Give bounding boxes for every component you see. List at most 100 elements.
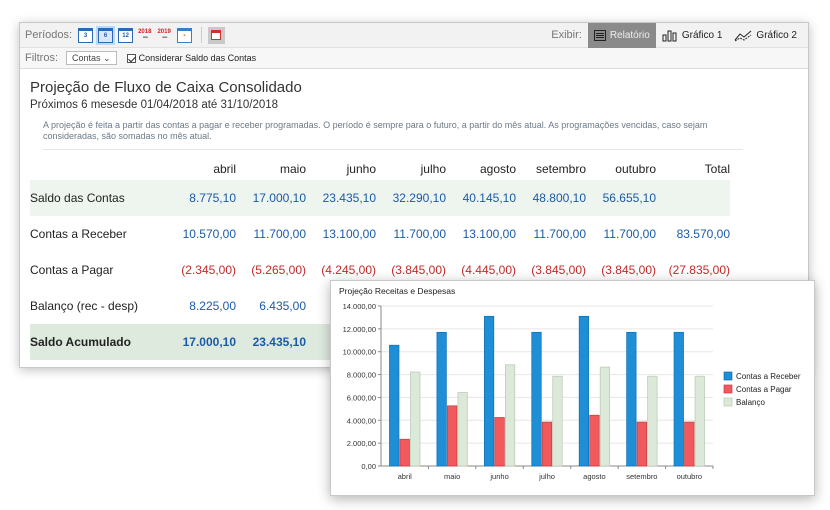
period-12-label: 12 [122,33,129,39]
column-header: Total [704,162,730,176]
bar [552,375,563,467]
table-cell: 11.700,00 [533,227,587,241]
table-cell: 23.435,10 [236,324,306,360]
line-chart-icon [735,30,752,41]
bar [589,414,600,467]
bar [694,375,705,467]
legend-swatch [723,397,733,407]
toolbar-divider [200,27,202,43]
view-report-button[interactable]: Relatório [587,23,656,48]
x-tick-label: agosto [583,472,606,481]
table-cell: (27.835,00) [668,263,730,277]
column-header: outubro [615,162,656,176]
table-cell: 10.570,00 [182,227,236,241]
custom-period-icon[interactable]: ▪ [176,27,192,43]
year-2019-icon[interactable]: 2019 ▪▪▪▪ [157,29,171,41]
table-cell: 17.000,10 [236,180,306,216]
bar [541,421,553,467]
legend-swatch [723,384,733,394]
y-tick-label: 6.000,00 [347,393,376,402]
row-label: Saldo das Contas [30,180,166,216]
table-cell: (3.845,00) [391,263,446,277]
filters-label: Filtros: [25,52,58,64]
bar-chart-icon [662,30,677,41]
bar [436,331,447,467]
row-label: Saldo Acumulado [30,324,166,360]
consider-balance-checkbox[interactable]: Considerar Saldo das Contas [126,53,256,63]
period-3-label: 3 [83,33,88,39]
bar-chart: Projeção Receitas e Despesas 0,00 2.000,0… [339,286,801,481]
bar [599,366,611,467]
x-tick-label: abril [398,472,413,481]
table-cell: (5.265,00) [251,263,306,277]
bar [399,438,410,467]
table-cell: 56.655,10 [586,180,656,216]
periods-label: Períodos: [25,29,73,41]
legend-swatch [723,371,733,381]
column-header: maio [279,162,306,176]
report-icon [593,29,606,41]
table-cell: 8.225,00 [189,299,236,313]
period-3-months-icon[interactable]: 3 [78,27,94,43]
filter-bar: Filtros: Contas ⌄ Considerar Saldo das C… [20,48,808,69]
table-cell: 6.435,00 [259,299,306,313]
legend-label: Balanço [736,398,765,407]
filter-select[interactable]: Contas ⌄ [66,51,117,65]
table-cell: 13.100,00 [322,227,376,241]
bar [531,331,542,467]
table-cell: 40.145,10 [446,180,516,216]
chart-title: Projeção Receitas e Despesas [339,286,455,296]
column-header: julho [420,162,446,176]
table-row: Contas a Receber 10.570,00 11.700,00 13.… [30,216,730,252]
toolbar: Períodos: 3 6 12 2018 ▪▪▪▪ 2019 ▪▪▪▪ ▪ Exi… [20,23,808,48]
y-tick-label: 0,00 [361,462,376,471]
chevron-down-icon: ⌄ [103,52,111,63]
bar [410,371,421,467]
chart-window: Projeção Receitas e Despesas 0,00 2.000,0… [330,280,815,496]
table-cell: 32.290,10 [376,180,446,216]
y-tick-label: 8.000,00 [347,371,376,380]
show-label: Exibir: [551,29,582,41]
y-tick-label: 14.000,00 [343,302,376,311]
period-6-label: 6 [103,33,108,39]
bar [673,331,684,467]
header-empty [30,158,166,180]
x-tick-label: junho [489,472,508,481]
table-cell: 8.775,10 [166,180,236,216]
y-tick-label: 2.000,00 [347,439,376,448]
y-tick-label: 12.000,00 [343,325,376,334]
period-6-months-icon[interactable]: 6 [98,27,114,43]
x-tick-label: julho [538,472,555,481]
bar [447,405,458,467]
view-chart2-button[interactable]: Gráfico 2 [728,23,803,48]
period-12-months-icon[interactable]: 12 [118,27,134,43]
table-cell: (3.845,00) [531,263,586,277]
filter-select-value: Contas [72,53,101,63]
bar [389,344,400,467]
x-tick-label: maio [444,472,460,481]
calendar-single-icon[interactable] [207,26,225,44]
bar [457,392,468,467]
bar [578,315,590,467]
year-2018-label: 2018 [138,29,152,35]
table-row: Balanço (rec - desp) 8.225,00 6.435,00 8 [30,288,730,324]
y-tick-label: 4.000,00 [347,416,376,425]
checkbox-box[interactable] [126,53,136,63]
bar [636,421,647,467]
report-note: A projeção é feita a partir das contas a… [43,120,743,150]
bar [684,421,695,467]
table-cell: (4.445,00) [461,263,516,277]
report-subtitle: Próximos 6 mesesde 01/04/2018 até 31/10/… [30,99,279,111]
row-label: Balanço (rec - desp) [30,299,139,313]
bar [494,417,505,467]
table-cell: 48.800,10 [516,180,586,216]
table-cell: 11.700,00 [603,227,657,241]
row-label: Contas a Receber [30,227,127,241]
table-cell: 11.700,00 [393,227,447,241]
view-chart1-button[interactable]: Gráfico 1 [656,23,729,48]
bar [504,364,516,467]
view-chart1-label: Gráfico 1 [681,29,723,41]
year-2019-label: 2019 [157,29,171,35]
bar [647,375,658,467]
year-2018-icon[interactable]: 2018 ▪▪▪▪ [138,29,152,41]
